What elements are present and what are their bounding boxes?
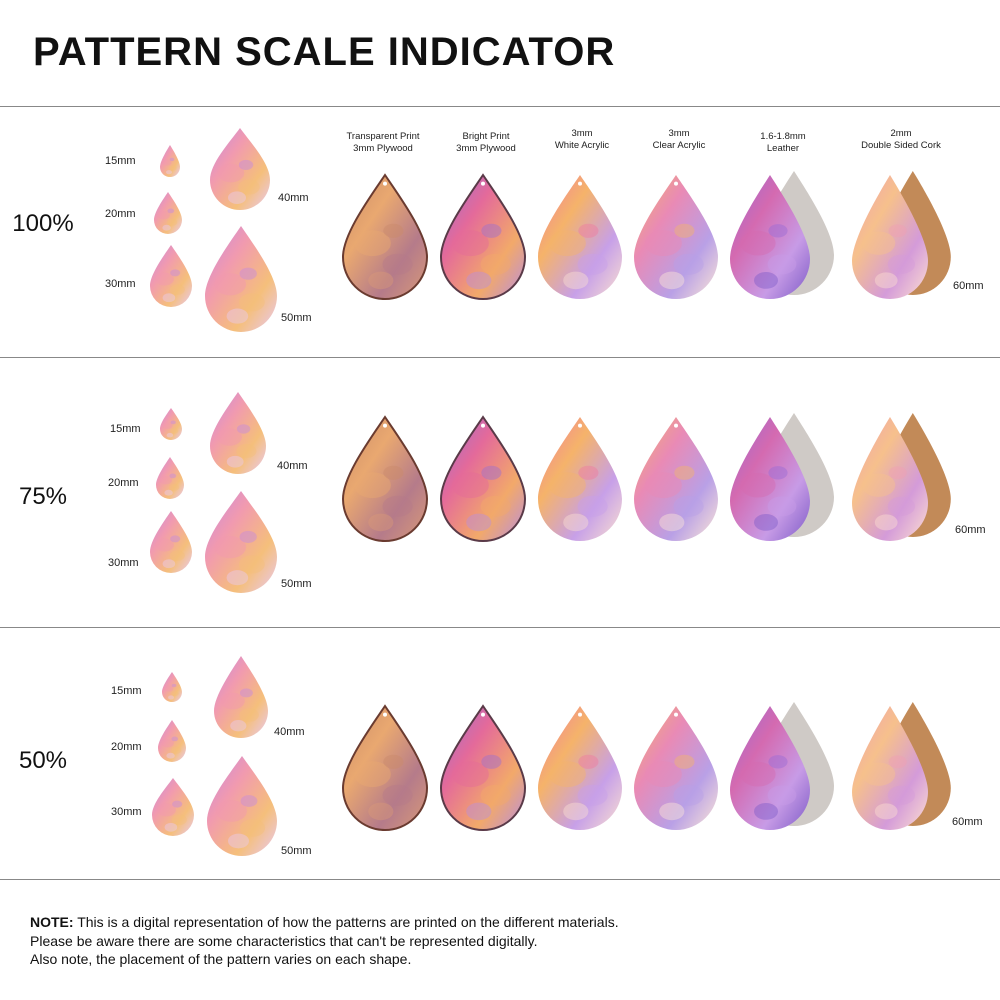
- size-label-15mm: 15mm: [111, 685, 142, 697]
- clear-acrylic-drop: [634, 175, 718, 299]
- transparent-plywood-drop: [341, 704, 429, 831]
- leather-drop: [730, 702, 834, 830]
- note-line-1: This is a digital representation of how …: [73, 914, 619, 930]
- size-sample-drop: [162, 672, 182, 702]
- scale-label-100: 100%: [12, 210, 74, 237]
- size-label-20mm: 20mm: [111, 741, 142, 753]
- divider: [0, 879, 1000, 880]
- size-label-60mm: 60mm: [953, 280, 984, 292]
- scale-label-50: 50%: [18, 747, 68, 774]
- material-label-transparent-plywood: Transparent Print 3mm Plywood: [346, 131, 420, 154]
- clear-acrylic-drop: [634, 706, 718, 830]
- size-sample-drop: [214, 656, 268, 738]
- note-line-3: Also note, the placement of the pattern …: [30, 951, 412, 967]
- transparent-plywood-drop: [341, 415, 429, 542]
- size-label-20mm: 20mm: [105, 208, 136, 220]
- size-sample-drop: [150, 245, 192, 307]
- divider: [0, 357, 1000, 358]
- material-label-cork: 2mm Double Sided Cork: [861, 128, 941, 151]
- size-sample-drop: [207, 756, 277, 856]
- clear-acrylic-drop: [634, 417, 718, 541]
- divider: [0, 627, 1000, 628]
- bright-plywood-drop: [439, 415, 527, 542]
- page-title: PATTERN SCALE INDICATOR: [33, 30, 616, 74]
- note-label: NOTE:: [30, 914, 74, 930]
- size-label-30mm: 30mm: [111, 806, 142, 818]
- size-label-50mm: 50mm: [281, 845, 312, 857]
- leather-drop: [730, 413, 834, 541]
- leather-drop: [730, 171, 834, 299]
- material-label-bright-plywood: Bright Print 3mm Plywood: [456, 131, 516, 154]
- bright-plywood-drop: [439, 704, 527, 831]
- size-label-60mm: 60mm: [955, 524, 986, 536]
- size-sample-drop: [160, 408, 182, 440]
- size-label-15mm: 15mm: [110, 423, 141, 435]
- size-label-60mm: 60mm: [952, 816, 983, 828]
- size-label-20mm: 20mm: [108, 477, 139, 489]
- cork-drop: [852, 171, 951, 299]
- size-sample-drop: [154, 192, 182, 234]
- cork-drop: [852, 413, 951, 541]
- size-sample-drop: [160, 145, 180, 177]
- size-label-30mm: 30mm: [105, 278, 136, 290]
- material-label-clear-acrylic: 3mm Clear Acrylic: [652, 128, 706, 151]
- size-sample-drop: [205, 226, 277, 332]
- size-sample-drop: [205, 491, 277, 593]
- material-label-leather: 1.6-1.8mm Leather: [760, 131, 806, 154]
- size-sample-drop: [150, 511, 192, 573]
- bright-plywood-drop: [439, 173, 527, 300]
- size-label-40mm: 40mm: [274, 726, 305, 738]
- white-acrylic-drop: [538, 417, 622, 541]
- note-text: NOTE: This is a digital representation o…: [30, 913, 619, 969]
- divider: [0, 106, 1000, 107]
- cork-drop: [852, 702, 951, 830]
- size-label-50mm: 50mm: [281, 312, 312, 324]
- size-sample-drop: [156, 457, 184, 499]
- size-sample-drop: [210, 392, 266, 474]
- size-label-30mm: 30mm: [108, 557, 139, 569]
- white-acrylic-drop: [538, 175, 622, 299]
- size-label-40mm: 40mm: [278, 192, 309, 204]
- white-acrylic-drop: [538, 706, 622, 830]
- size-sample-drop: [152, 778, 194, 836]
- material-label-white-acrylic: 3mm White Acrylic: [554, 128, 610, 151]
- size-label-50mm: 50mm: [281, 578, 312, 590]
- note-line-2: Please be aware there are some character…: [30, 932, 538, 949]
- size-sample-drop: [158, 720, 186, 762]
- size-label-15mm: 15mm: [105, 155, 136, 167]
- size-label-40mm: 40mm: [277, 460, 308, 472]
- size-sample-drop: [210, 128, 270, 210]
- transparent-plywood-drop: [341, 173, 429, 300]
- scale-label-75: 75%: [18, 483, 68, 510]
